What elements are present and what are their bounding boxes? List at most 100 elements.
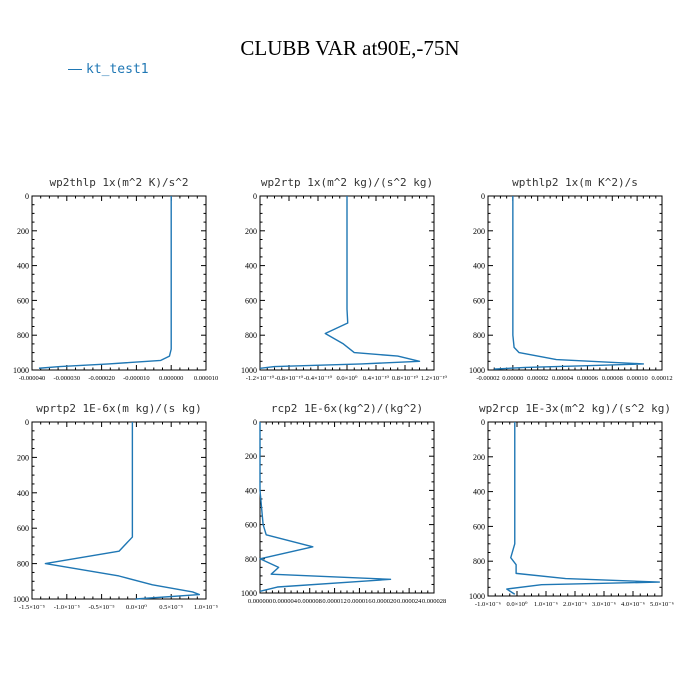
y-tick-label: 200	[473, 227, 485, 236]
y-tick-label: 1000	[469, 592, 485, 601]
legend-swatch	[68, 69, 82, 70]
y-tick-label: 600	[245, 296, 257, 305]
x-tick-label: -0.000040	[19, 375, 46, 382]
y-tick-label: 800	[17, 331, 29, 340]
chart-3: wpthlp2 1x(m K^2)/s 0 200 400 600 800 1000-0.0…	[469, 176, 673, 382]
y-tick-label: 0	[481, 418, 485, 427]
y-tick-label: 600	[245, 521, 257, 530]
x-tick-label: 0.0×10⁰	[337, 375, 358, 382]
y-tick-label: 600	[473, 522, 485, 531]
x-tick-label: 1.0×10⁻⁵	[194, 604, 218, 611]
y-tick-label: 600	[473, 296, 485, 305]
chart-1: wp2thlp 1x(m^2 K)/s^202004006008001000-0…	[13, 176, 218, 382]
x-tick-label: -0.000020	[88, 375, 115, 382]
series-line	[38, 196, 172, 369]
x-tick-label: 3.0×10⁻⁶	[592, 601, 616, 608]
y-tick-label: 0	[253, 192, 257, 201]
chart-title: wprtp2 1E-6x(m kg)/(s kg)	[36, 402, 202, 415]
y-tick-label: 400	[473, 262, 485, 271]
y-tick-label: 200	[473, 453, 485, 462]
x-tick-label: 0.000008	[298, 598, 322, 605]
y-tick-label: 1000	[13, 595, 29, 604]
y-tick-label: 800	[17, 560, 29, 569]
x-tick-label: 0.000028	[422, 598, 446, 605]
x-tick-label: 0.000004	[273, 598, 298, 605]
plot-frame	[259, 421, 435, 594]
x-tick-label: 5.0×10⁻⁶	[650, 601, 674, 608]
y-tick-label: 1000	[469, 366, 485, 375]
x-tick-label: 0.5×10⁻⁵	[159, 604, 183, 611]
chart-title: rcp2 1E-6x(kg^2)/(kg^2)	[271, 402, 423, 415]
x-tick-label: 2.0×10⁻⁶	[563, 601, 587, 608]
y-tick-label: 200	[17, 227, 29, 236]
y-tick-label: 600	[17, 524, 29, 533]
chart-2: wp2rtp 1x(m^2 kg)/(s^2 kg) 0 200 400 600 800 1…	[241, 176, 448, 382]
x-tick-label: 0.00004	[552, 375, 574, 382]
x-tick-label: 0.000024	[397, 598, 422, 605]
y-tick-label: 1000	[241, 589, 257, 598]
chart-title: wp2rcp 1E-3x(m^2 kg)/(s^2 kg)	[479, 402, 671, 415]
x-tick-label: 0.00002	[527, 375, 548, 382]
x-tick-label: 0.0×10⁰	[507, 601, 528, 608]
x-tick-label: -0.5×10⁻⁵	[89, 604, 115, 611]
x-tick-label: 0.000020	[372, 598, 396, 605]
y-tick-label: 400	[17, 262, 29, 271]
x-tick-label: 0.4×10⁻¹⁰	[363, 375, 390, 382]
y-tick-label: 400	[473, 488, 485, 497]
series-line	[494, 196, 645, 370]
y-tick-label: 0	[25, 418, 29, 427]
x-tick-label: 0.00010	[627, 375, 648, 382]
y-tick-label: 0	[481, 192, 485, 201]
series-line	[259, 196, 421, 369]
y-tick-label: 400	[245, 486, 257, 495]
y-tick-label: 800	[245, 555, 257, 564]
x-tick-label: 0.8×10⁻¹⁰	[392, 375, 419, 382]
y-tick-label: 1000	[13, 366, 29, 375]
chart-title: wp2rtp 1x(m^2 kg)/(s^2 kg)	[261, 176, 433, 189]
series-line	[44, 422, 201, 600]
y-tick-label: 400	[17, 489, 29, 498]
series-line	[259, 422, 392, 592]
chart-5: rcp2 1E-6x(kg^2)/(kg^2) 0 200 400 600 800 1000…	[241, 402, 446, 605]
x-tick-label: 0.00008	[602, 375, 623, 382]
y-tick-label: 200	[17, 453, 29, 462]
x-tick-label: 0.00000	[502, 375, 523, 382]
y-tick-label: 600	[17, 296, 29, 305]
chart-4: wprtp2 1E-6x(m kg)/(s kg) 0 200 400 600 800 10…	[13, 402, 218, 611]
y-tick-label: 200	[245, 452, 257, 461]
x-tick-label: 0.000000	[248, 598, 272, 605]
x-tick-label: -0.8×10⁻¹⁰	[275, 375, 304, 382]
x-tick-label: 0.00012	[651, 375, 672, 382]
x-tick-label: -0.4×10⁻¹⁰	[304, 375, 333, 382]
y-tick-label: 400	[245, 262, 257, 271]
x-tick-label: -0.000030	[54, 375, 81, 382]
y-tick-label: 800	[245, 331, 257, 340]
series-line	[506, 422, 661, 595]
plot-frame	[31, 195, 207, 371]
x-tick-label: 0.0×10⁰	[126, 604, 147, 611]
x-tick-label: 0.000010	[194, 375, 218, 382]
x-tick-label: -0.00002	[476, 375, 499, 382]
x-tick-label: 0.000016	[347, 598, 372, 605]
y-tick-label: 800	[473, 331, 485, 340]
chart-6: wp2rcp 1E-3x(m^2 kg)/(s^2 kg) 0 200 400 600 8…	[469, 402, 674, 608]
x-tick-label: 1.2×10⁻¹⁰	[421, 375, 448, 382]
chart-title: wpthlp2 1x(m K^2)/s	[512, 176, 638, 189]
legend: kt_test1	[68, 62, 149, 77]
plot-frame	[31, 421, 207, 600]
x-tick-label: -1.0×10⁻⁶	[475, 601, 501, 608]
x-tick-label: 1.0×10⁻⁶	[534, 601, 558, 608]
y-tick-label: 1000	[241, 366, 257, 375]
legend-label: kt_test1	[86, 62, 149, 77]
x-tick-label: 0.000000	[159, 375, 183, 382]
y-tick-label: 0	[25, 192, 29, 201]
y-tick-label: 0	[253, 418, 257, 427]
x-tick-label: -1.0×10⁻⁵	[54, 604, 80, 611]
y-tick-label: 800	[473, 557, 485, 566]
x-tick-label: 0.000012	[322, 598, 346, 605]
page-title: CLUBB VAR at90E,-75N	[240, 36, 460, 60]
x-tick-label: 4.0×10⁻⁶	[621, 601, 645, 608]
x-tick-label: -1.5×10⁻⁵	[19, 604, 45, 611]
x-tick-label: 0.00006	[577, 375, 599, 382]
